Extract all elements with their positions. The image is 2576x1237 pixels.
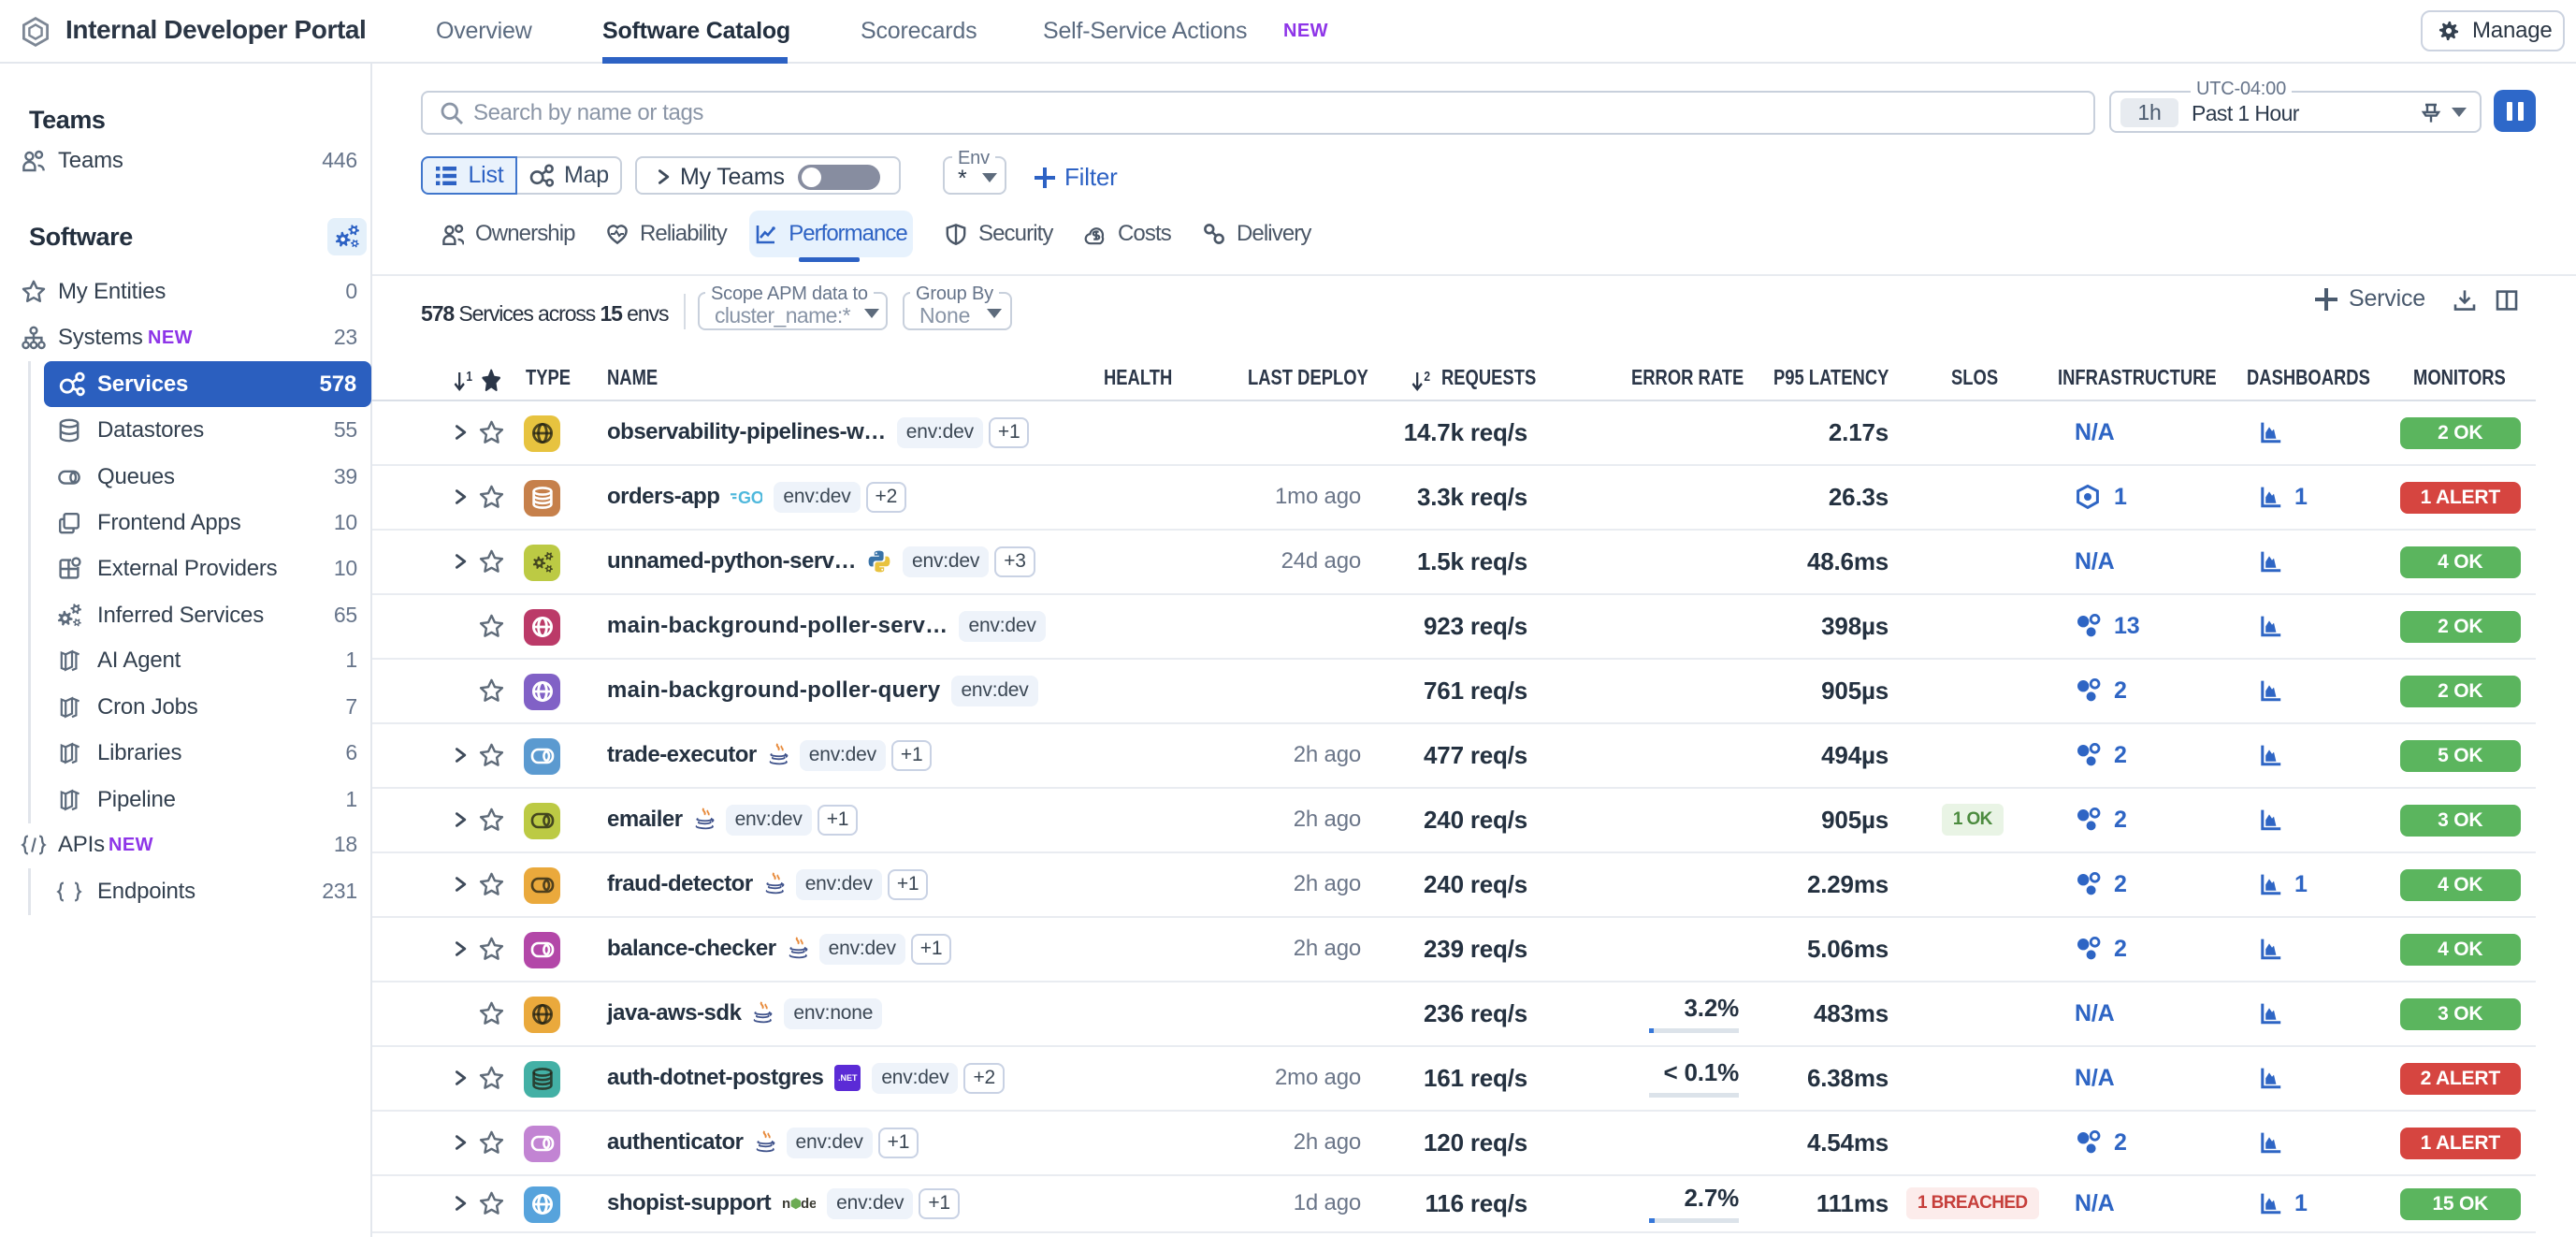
svg-text:GO: GO: [738, 488, 762, 506]
svg-text:n: n: [782, 1196, 790, 1212]
svg-text:1: 1: [466, 370, 472, 384]
svg-text:2: 2: [1424, 370, 1430, 384]
svg-text:de: de: [801, 1196, 816, 1212]
